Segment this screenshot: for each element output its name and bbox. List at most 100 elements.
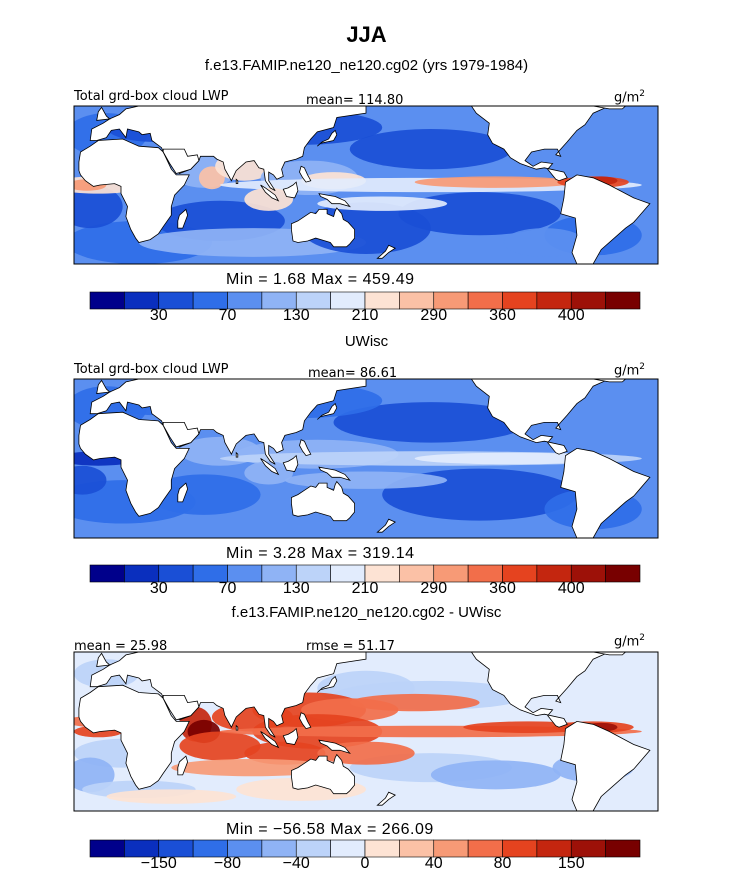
- colorbar-swatch: [364, 839, 400, 858]
- land-srilanka: [235, 724, 239, 731]
- land-philippines: [299, 712, 312, 730]
- colorbar-tick-label: 210: [352, 580, 379, 597]
- land-uk: [96, 106, 111, 121]
- colorbar-tick-label: 210: [352, 307, 379, 324]
- land-southAmerica: [560, 720, 651, 811]
- field-contour: [74, 185, 123, 229]
- colorbar-swatch: [605, 839, 641, 858]
- panel1-mean: mean= 114.80: [306, 93, 404, 108]
- land-uk: [96, 652, 111, 667]
- land-australia: [290, 207, 356, 248]
- colorbar-1: 30 70 130 210 290 360 400: [89, 291, 641, 324]
- field-contour: [106, 789, 237, 804]
- land-borneo: [282, 727, 299, 745]
- land-nz: [376, 518, 397, 533]
- land-uk: [96, 379, 111, 394]
- page-subtitle: f.e13.FAMIP.ne120_ne120.cg02 (yrs 1979-1…: [204, 57, 529, 74]
- land-philippines: [299, 439, 312, 457]
- field-contour: [74, 465, 107, 495]
- land-sumatra: [260, 458, 280, 476]
- land-japan: [317, 129, 338, 147]
- land-southAmerica: [560, 447, 651, 538]
- colorbar-tick-label: 70: [219, 307, 237, 324]
- land-greenland: [593, 379, 627, 383]
- land-sumatra: [260, 731, 280, 749]
- land-borneo: [282, 454, 299, 472]
- field-contour: [503, 228, 585, 257]
- colorbar-tick-label: −80: [214, 855, 241, 872]
- panel3-minmax: Min = −56.58 Max = 266.09: [226, 821, 434, 838]
- colorbar-swatch: [89, 839, 125, 858]
- colorbar-swatch: [605, 291, 641, 310]
- colorbar-tick-label: 130: [283, 307, 310, 324]
- land-nz: [376, 244, 397, 259]
- land-japan: [317, 675, 338, 693]
- land-arabia: [162, 148, 200, 174]
- field-contour: [244, 461, 293, 485]
- colorbar-tick-label: 40: [425, 855, 443, 872]
- colorbar-tick-label: 30: [150, 580, 168, 597]
- land-madagascar: [177, 482, 189, 503]
- land-europeAsia: [89, 106, 367, 192]
- land-arabia: [162, 421, 200, 448]
- land-srilanka: [235, 178, 239, 185]
- colorbar-tick-label: −150: [141, 855, 177, 872]
- land-northAmerica: [470, 106, 642, 182]
- land-newguinea: [318, 193, 351, 208]
- panel3-title: f.e13.FAMIP.ne120_ne120.cg02 - UWisc: [231, 604, 502, 621]
- land-europeAsia: [89, 652, 367, 738]
- panel1-minmax: Min = 1.68 Max = 459.49: [226, 271, 415, 288]
- map-panel-1: [74, 106, 658, 264]
- colorbar-tick-label: 360: [489, 307, 516, 324]
- panel2-label: Total grd-box cloud LWP: [74, 362, 229, 377]
- panel2-title: UWisc: [344, 333, 389, 350]
- panel1-label: Total grd-box cloud LWP: [74, 89, 229, 104]
- map-frame-3: [73, 651, 659, 812]
- colorbar-tick-label: 290: [420, 307, 447, 324]
- map-panel-2: [74, 379, 658, 538]
- field-contour: [414, 452, 610, 465]
- colorbar-tick-label: 400: [558, 580, 585, 597]
- colorbar-tick-label: 0: [361, 855, 370, 872]
- land-africa: [78, 138, 190, 243]
- land-europeAsia: [89, 379, 367, 465]
- land-srilanka: [235, 451, 239, 458]
- land-southAmerica: [560, 174, 651, 264]
- panel2-mean: mean= 86.61: [308, 366, 398, 381]
- field-contour: [284, 471, 448, 489]
- panel3-rmse: rmse = 51.17: [306, 639, 395, 654]
- land-arabia: [162, 695, 200, 721]
- field-contour: [317, 196, 448, 211]
- land-australia: [290, 753, 356, 795]
- colorbar-tick-label: 70: [219, 580, 237, 597]
- land-newguinea: [318, 739, 351, 754]
- field-contour: [414, 176, 577, 188]
- land-newguinea: [318, 466, 351, 481]
- land-sumatra: [260, 184, 280, 202]
- land-africa: [78, 411, 190, 517]
- field-contour: [349, 693, 480, 712]
- colorbar-swatch: [89, 564, 125, 583]
- panel3-units: g/m2: [614, 633, 646, 650]
- field-contour: [349, 128, 512, 170]
- field-contour: [244, 187, 293, 211]
- colorbar-2: 30 70 130 210 290 360 400: [89, 564, 641, 597]
- field-contour: [244, 741, 326, 765]
- map-panel-3: [74, 652, 658, 811]
- land-australia: [290, 480, 356, 522]
- colorbar-tick-label: 150: [558, 855, 585, 872]
- map-frame-1: [73, 105, 659, 265]
- land-madagascar: [177, 755, 189, 776]
- field-contour: [430, 760, 561, 790]
- land-northAmerica: [470, 652, 642, 728]
- land-borneo: [282, 181, 299, 199]
- page-title: JJA: [346, 22, 387, 47]
- land-africa: [78, 684, 190, 790]
- panel2-units: g/m2: [614, 362, 646, 379]
- field-contour: [179, 731, 261, 761]
- field-contour: [333, 402, 529, 443]
- field-contour: [147, 474, 261, 515]
- colorbar-tick-label: 400: [558, 307, 585, 324]
- land-madagascar: [177, 208, 189, 229]
